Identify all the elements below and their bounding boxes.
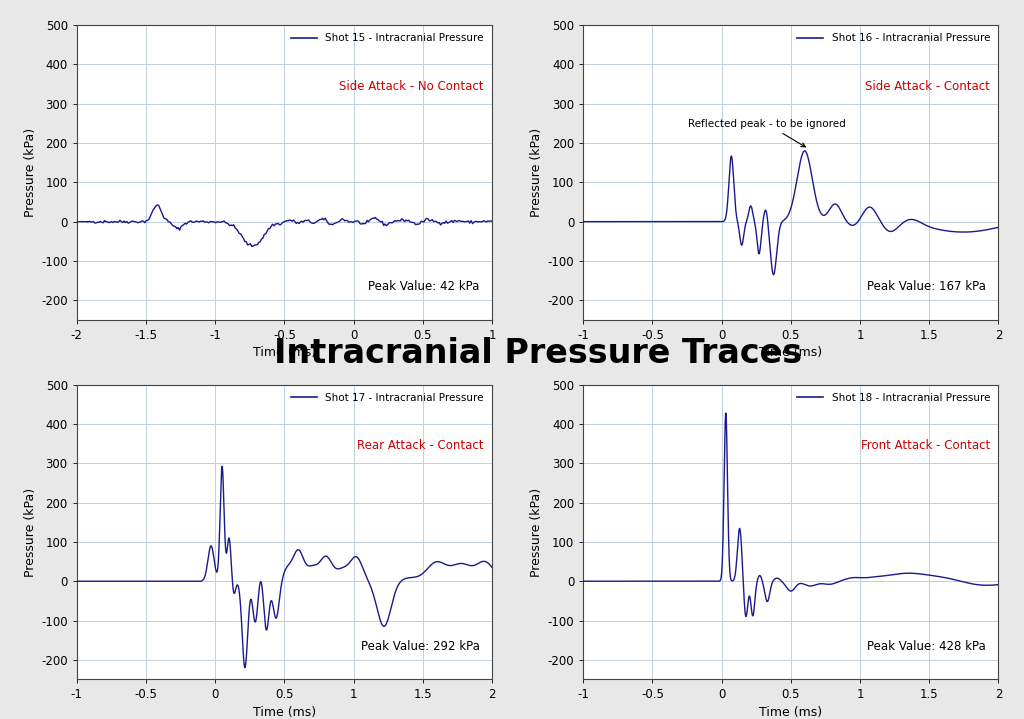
Text: Side Attack - No Contact: Side Attack - No Contact [339,80,483,93]
X-axis label: Time (ms): Time (ms) [253,346,316,359]
Y-axis label: Pressure (kPa): Pressure (kPa) [530,128,544,217]
Text: Reflected peak - to be ignored: Reflected peak - to be ignored [688,119,846,147]
Text: Front Attack - Contact: Front Attack - Contact [861,439,990,452]
X-axis label: Time (ms): Time (ms) [253,705,316,719]
Text: Intracranial Pressure Traces: Intracranial Pressure Traces [273,337,802,370]
Y-axis label: Pressure (kPa): Pressure (kPa) [24,487,37,577]
Text: Rear Attack - Contact: Rear Attack - Contact [357,439,483,452]
Legend: Shot 15 - Intracranial Pressure: Shot 15 - Intracranial Pressure [288,30,486,47]
Legend: Shot 16 - Intracranial Pressure: Shot 16 - Intracranial Pressure [794,30,993,47]
Text: Peak Value: 428 kPa: Peak Value: 428 kPa [867,640,986,653]
Text: Side Attack - Contact: Side Attack - Contact [865,80,990,93]
X-axis label: Time (ms): Time (ms) [759,705,822,719]
Y-axis label: Pressure (kPa): Pressure (kPa) [530,487,544,577]
Text: Peak Value: 167 kPa: Peak Value: 167 kPa [867,280,986,293]
X-axis label: Time (ms): Time (ms) [759,346,822,359]
Legend: Shot 18 - Intracranial Pressure: Shot 18 - Intracranial Pressure [794,390,993,406]
Text: Peak Value: 292 kPa: Peak Value: 292 kPa [360,640,479,653]
Legend: Shot 17 - Intracranial Pressure: Shot 17 - Intracranial Pressure [288,390,486,406]
Y-axis label: Pressure (kPa): Pressure (kPa) [24,128,37,217]
Text: Peak Value: 42 kPa: Peak Value: 42 kPa [368,280,479,293]
